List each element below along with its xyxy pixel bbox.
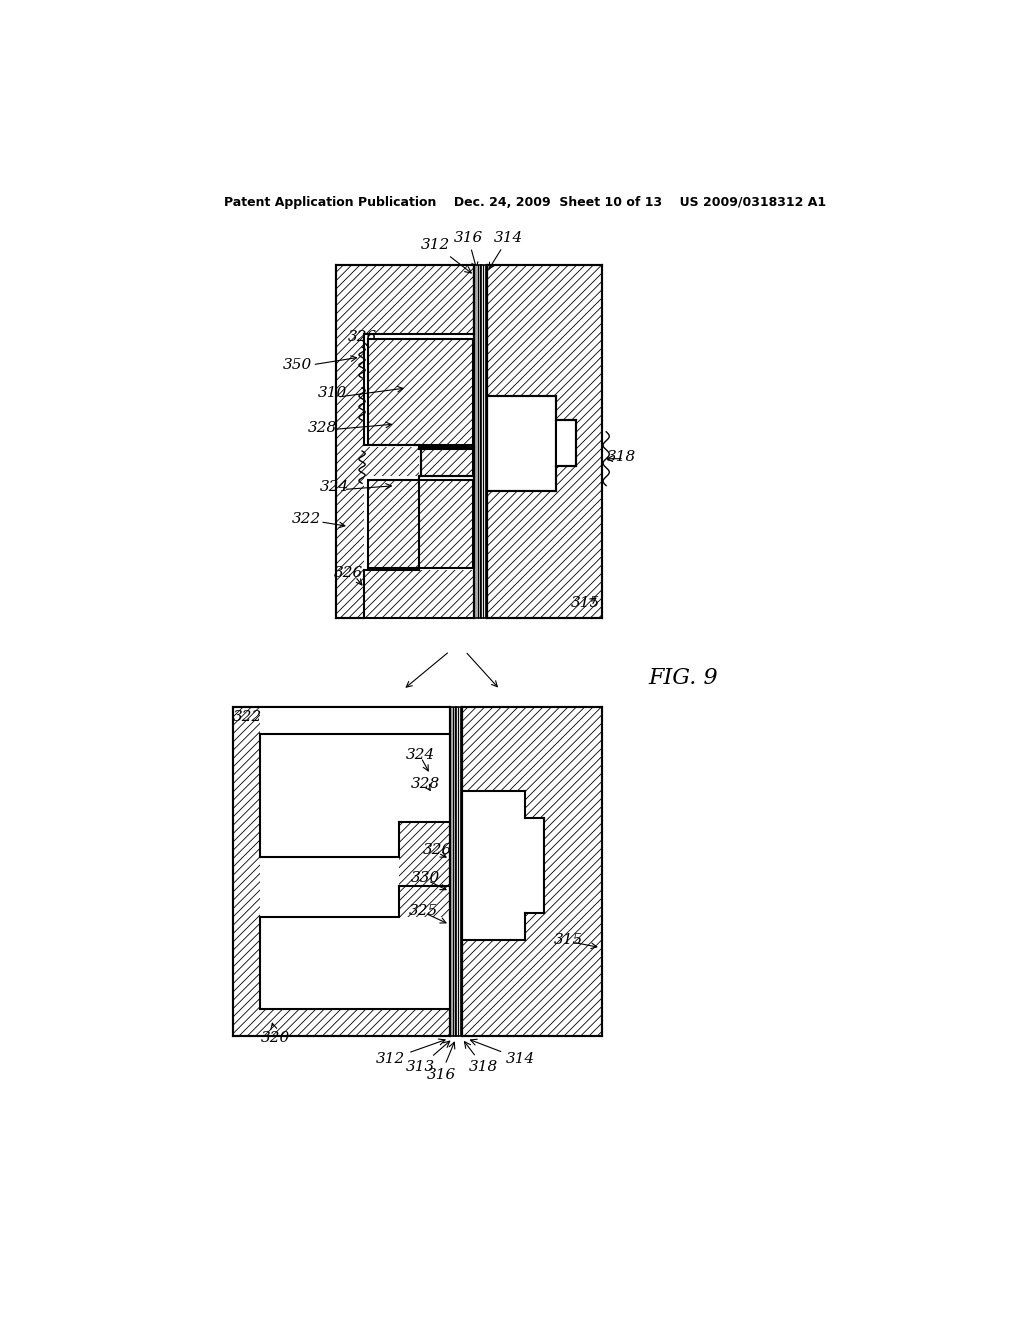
- Text: 315: 315: [571, 595, 600, 610]
- Bar: [524, 818, 544, 913]
- Text: 322: 322: [232, 710, 262, 725]
- Text: 328: 328: [308, 421, 337, 434]
- Text: 328: 328: [411, 776, 440, 791]
- Text: 312: 312: [421, 239, 471, 273]
- Bar: [336, 265, 474, 618]
- Text: 315: 315: [554, 933, 584, 946]
- Text: 325: 325: [409, 904, 438, 917]
- Text: 314: 314: [470, 1039, 536, 1067]
- Text: 316: 316: [426, 1043, 456, 1081]
- Bar: [456, 706, 461, 1036]
- Bar: [365, 475, 474, 570]
- Bar: [421, 449, 473, 475]
- Text: FIG. 9: FIG. 9: [649, 667, 719, 689]
- Bar: [556, 420, 575, 466]
- Text: 312: 312: [376, 1039, 445, 1067]
- Text: 350: 350: [283, 358, 312, 372]
- Bar: [450, 706, 456, 1036]
- Text: Patent Application Publication    Dec. 24, 2009  Sheet 10 of 13    US 2009/03183: Patent Application Publication Dec. 24, …: [223, 195, 826, 209]
- Bar: [369, 480, 473, 568]
- Text: 324: 324: [406, 748, 435, 762]
- Bar: [474, 265, 480, 618]
- Text: 326: 326: [348, 330, 378, 345]
- Text: 326: 326: [334, 566, 362, 579]
- Text: 316: 316: [454, 231, 482, 268]
- Text: 310: 310: [317, 387, 347, 400]
- Text: 314: 314: [488, 231, 523, 269]
- Bar: [260, 706, 450, 822]
- Bar: [419, 447, 474, 475]
- Text: 318: 318: [607, 450, 636, 465]
- Text: 324: 324: [321, 480, 349, 494]
- Bar: [369, 339, 473, 445]
- Bar: [232, 706, 450, 1036]
- Bar: [462, 706, 602, 1036]
- Bar: [462, 792, 525, 940]
- Bar: [260, 917, 450, 1010]
- Bar: [480, 265, 486, 618]
- Text: 318: 318: [465, 1041, 499, 1074]
- Text: 326: 326: [423, 843, 452, 857]
- Text: 313: 313: [406, 1041, 450, 1074]
- Bar: [260, 822, 399, 857]
- Text: 322: 322: [292, 512, 322, 525]
- Bar: [486, 396, 556, 491]
- Text: 320: 320: [261, 1023, 291, 1045]
- Bar: [486, 265, 602, 618]
- Text: 330: 330: [411, 871, 440, 886]
- Bar: [260, 857, 399, 917]
- Bar: [365, 334, 474, 447]
